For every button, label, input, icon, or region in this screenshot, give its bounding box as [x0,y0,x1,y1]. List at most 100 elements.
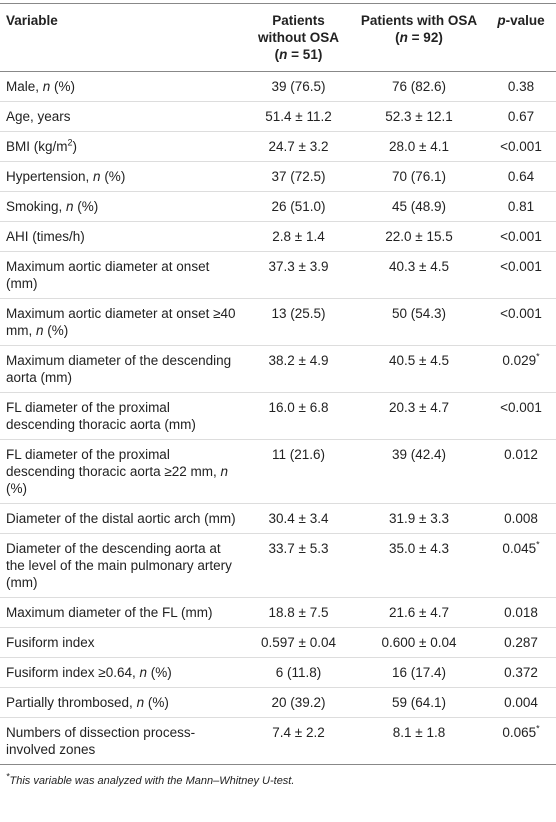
text: 26 (51.0) [271,199,326,214]
table-cell: Smoking, n (%) [0,191,245,222]
table-cell: <0.001 [486,251,556,299]
text: 0.287 [504,635,538,650]
page: Variable Patients without OSA (n = 51) Pat… [0,3,556,822]
table-cell: <0.001 [486,221,556,252]
text: 37 (72.5) [271,169,326,184]
table-cell: 33.7 ± 5.3 [245,533,352,598]
text: Age, years [6,109,71,124]
table-cell: 20 (39.2) [245,687,352,718]
text: 31.9 ± 3.3 [389,511,449,526]
text: AHI (times/h) [6,229,85,244]
table-row: Fusiform index ≥0.64, n (%) 6 (11.8) 16 (1… [0,657,556,688]
table-cell: 26 (51.0) [245,191,352,222]
text: 0.029 [502,353,537,368]
table-cell: 37 (72.5) [245,161,352,192]
text: Maximum diameter of the FL (mm) [6,605,213,620]
text: 50 (54.3) [391,306,447,321]
table-row: Numbers of dissection process-involved z… [0,717,556,765]
table-cell: 0.597 ± 0.04 [245,627,352,658]
text: BMI (kg/m [6,139,68,154]
text: <0.001 [500,259,542,274]
table-row: Maximum aortic diameter at onset (mm) 37.… [0,251,556,299]
table-cell: Male, n (%) [0,71,245,102]
header-row: Variable Patients without OSA (n = 51) Pat… [0,3,556,72]
table-body: Male, n (%) 39 (76.5) 76 (82.6) 0.38 Age, ye… [0,71,556,765]
table-cell: 50 (54.3) [352,298,486,346]
table-cell: Fusiform index ≥0.64, n (%) [0,657,245,688]
table-cell: Fusiform index [0,627,245,658]
table-cell: 21.6 ± 4.7 [352,597,486,628]
text: -value [505,13,545,28]
table-cell: Maximum aortic diameter at onset (mm) [0,251,245,299]
table-cell: 76 (82.6) [352,71,486,102]
table-row: Maximum diameter of the FL (mm) 18.8 ± 7.… [0,597,556,628]
table-cell: Maximum diameter of the descending aorta… [0,345,245,393]
text: 0.67 [507,109,535,124]
text: 28.0 ± 4.1 [389,139,449,154]
table-cell: BMI (kg/m2) [0,131,245,162]
table-cell: <0.001 [486,298,556,346]
table-cell: 20.3 ± 4.7 [352,392,486,440]
text: = 92) [407,30,443,45]
table-row: Diameter of the distal aortic arch (mm) 3… [0,503,556,534]
text: 0.045 [502,541,537,556]
text: <0.001 [500,229,542,244]
text: 0.018 [504,605,538,620]
table-cell: 0.045* [486,533,556,598]
text: 30.4 ± 3.4 [268,511,329,526]
text: Maximum diameter of the descending aorta… [6,353,232,385]
text: Hypertension, [6,169,94,184]
text: (%) [6,481,27,496]
table-cell: Numbers of dissection process-involved z… [0,717,245,765]
table-row: BMI (kg/m2) 24.7 ± 3.2 28.0 ± 4.1 <0.001 [0,131,556,162]
table-row: Diameter of the descending aorta at the … [0,533,556,598]
table-cell: 0.029* [486,345,556,393]
table-row: FL diameter of the proximal descending t… [0,439,556,504]
header-cell: Patients without OSA (n = 51) [245,3,352,72]
text: Patients with OSA ( [360,13,478,45]
table-cell: 0.287 [486,627,556,658]
text: (%) [43,323,69,338]
table-cell: 59 (64.1) [352,687,486,718]
table-cell: Maximum aortic diameter at onset ≥40 mm,… [0,298,245,346]
table-cell: <0.001 [486,131,556,162]
footnote: *This variable was analyzed with the Man… [0,765,556,797]
text: Smoking, [6,199,67,214]
table-cell: 2.8 ± 1.4 [245,221,352,252]
data-table: Variable Patients without OSA (n = 51) Pat… [0,3,556,765]
table-cell: FL diameter of the proximal descending t… [0,392,245,440]
italic-text: n [36,323,44,338]
table-cell: 11 (21.6) [245,439,352,504]
italic-text: n [42,79,51,94]
text: 20.3 ± 4.7 [389,400,449,415]
text: 16.0 ± 6.8 [268,400,329,415]
table-cell: 0.004 [486,687,556,718]
table-cell: 13 (25.5) [245,298,352,346]
text: 0.81 [507,199,535,214]
text: 22.0 ± 15.5 [385,229,453,244]
table-cell: 70 (76.1) [352,161,486,192]
table-row: Maximum diameter of the descending aorta… [0,345,556,393]
table-cell: 8.1 ± 1.8 [352,717,486,765]
italic-text: n [139,665,147,680]
text: 6 (11.8) [275,665,322,680]
text: Diameter of the descending aorta at the … [6,541,232,590]
text: FL diameter of the proximal descending t… [6,400,196,432]
text: 0.065 [502,725,537,740]
table-cell: 0.38 [486,71,556,102]
text: 21.6 ± 4.7 [389,605,449,620]
table-cell: 31.9 ± 3.3 [352,503,486,534]
text: (%) [146,665,172,680]
text: (%) [100,169,126,184]
text: Diameter of the distal aortic arch (mm) [6,511,236,526]
table-row: Maximum aortic diameter at onset ≥40 mm,… [0,298,556,346]
text: (%) [50,79,76,94]
text: Partially thrombosed, [6,695,137,710]
table-cell: 39 (42.4) [352,439,486,504]
table-row: AHI (times/h) 2.8 ± 1.4 22.0 ± 15.5 <0.001 [0,221,556,252]
text: 0.597 ± 0.04 [261,635,336,650]
text: 11 (21.6) [271,447,326,462]
table-cell: AHI (times/h) [0,221,245,252]
table-cell: 0.64 [486,161,556,192]
table-row: Male, n (%) 39 (76.5) 76 (82.6) 0.38 [0,71,556,102]
